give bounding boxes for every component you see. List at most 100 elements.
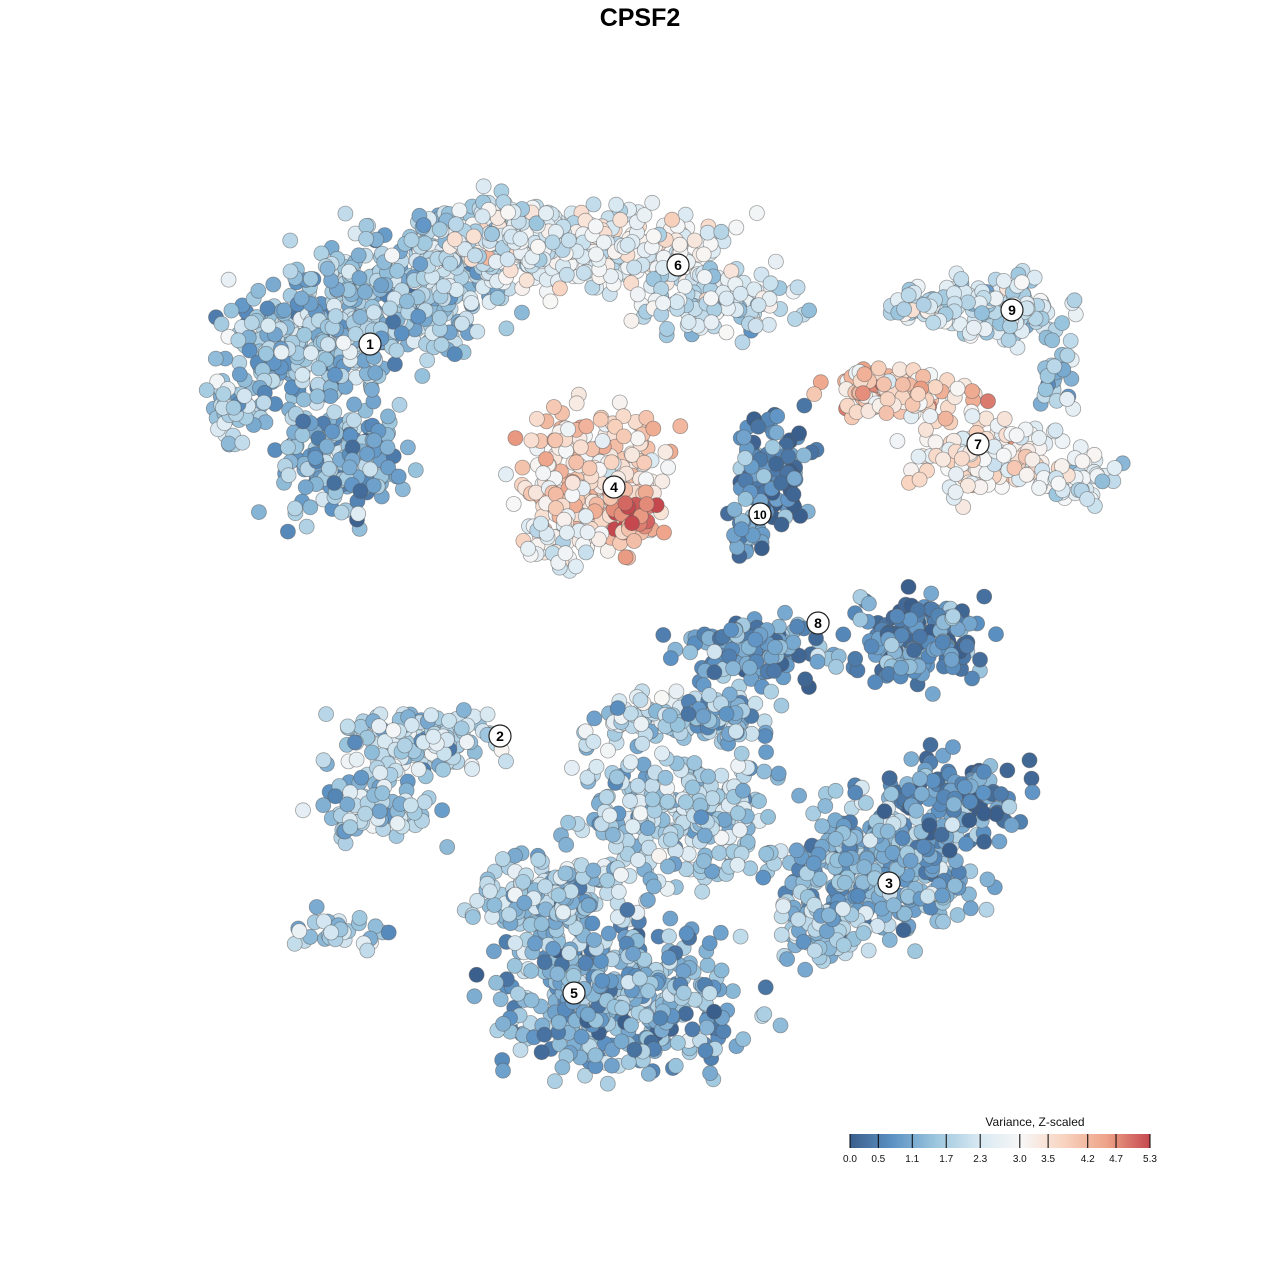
data-point (523, 992, 540, 1009)
data-point (789, 618, 806, 635)
data-point (703, 314, 720, 331)
data-point (885, 897, 902, 914)
data-point (718, 290, 735, 307)
data-point (972, 651, 988, 668)
data-point (995, 447, 1012, 464)
data-point (548, 500, 564, 517)
data-point (728, 219, 745, 236)
data-point (978, 901, 995, 918)
data-point (922, 408, 939, 425)
data-point (667, 1057, 684, 1074)
data-point (852, 611, 869, 628)
data-point (760, 809, 776, 825)
data-point (265, 276, 282, 293)
data-point (544, 234, 561, 251)
data-point (599, 872, 616, 889)
data-point (512, 230, 529, 247)
data-point (706, 643, 723, 660)
data-point (435, 761, 452, 778)
data-point (695, 708, 712, 725)
data-point (1079, 491, 1096, 508)
data-point (900, 287, 917, 304)
cluster-label-text: 4 (610, 479, 618, 495)
data-point (546, 399, 562, 415)
data-point (764, 439, 781, 456)
data-point (500, 204, 517, 221)
data-point (280, 467, 297, 484)
data-point (820, 907, 837, 924)
data-point (747, 631, 764, 648)
data-point (626, 259, 643, 276)
data-point (557, 865, 574, 882)
data-point (414, 368, 431, 384)
data-point (1003, 817, 1020, 833)
data-point (448, 216, 464, 233)
data-point (632, 805, 649, 822)
data-point (661, 707, 678, 724)
data-point (1013, 274, 1030, 291)
data-point (787, 311, 803, 327)
data-point (677, 794, 694, 810)
data-point (573, 1028, 590, 1045)
data-point (769, 408, 786, 425)
data-point (287, 500, 303, 517)
data-point (660, 858, 676, 875)
data-point (655, 627, 672, 643)
data-point (463, 295, 480, 311)
data-point (895, 922, 912, 939)
data-point (523, 432, 540, 449)
data-point (353, 769, 370, 786)
data-point (1021, 752, 1038, 769)
data-point (613, 866, 629, 883)
data-point (935, 451, 951, 468)
data-point (564, 760, 580, 776)
data-point (979, 871, 996, 888)
data-point (638, 496, 655, 513)
data-point (638, 1008, 655, 1024)
data-point (766, 663, 782, 679)
data-point (198, 382, 215, 399)
legend-colorbar (850, 1134, 1150, 1148)
data-point (464, 761, 481, 777)
data-point (662, 831, 679, 848)
legend-tick-label: 0.5 (871, 1154, 885, 1165)
data-point (876, 803, 893, 820)
data-point (454, 315, 470, 332)
data-point (609, 700, 626, 716)
data-point (713, 829, 730, 846)
data-point (558, 266, 575, 283)
data-point (630, 852, 646, 868)
legend-title: Variance, Z-scaled (985, 1115, 1085, 1129)
data-point (915, 296, 932, 313)
data-point (494, 851, 511, 867)
data-point (827, 782, 844, 799)
data-point (585, 862, 602, 879)
data-point (645, 228, 662, 245)
data-point (791, 425, 807, 442)
data-point (960, 294, 976, 311)
data-point (703, 290, 719, 307)
color-legend: 0.0 0.5 1.1 1.7 2.3 3.0 3.5 4.2 4.7 5.3 (843, 1134, 1157, 1165)
data-point (318, 706, 335, 722)
data-point (547, 432, 564, 449)
data-point (586, 710, 603, 727)
data-point (632, 692, 649, 708)
data-point (536, 954, 553, 971)
data-point (410, 761, 427, 778)
data-point (307, 449, 324, 466)
data-point (486, 897, 503, 913)
cluster-label-text: 1 (366, 336, 374, 352)
data-point (668, 294, 685, 311)
data-point (915, 838, 932, 855)
data-point (662, 910, 679, 927)
data-point (962, 900, 979, 917)
data-point (995, 272, 1012, 289)
data-point (318, 438, 335, 455)
data-point (945, 608, 961, 625)
data-point (925, 314, 942, 331)
data-point (910, 448, 927, 465)
data-point (735, 782, 751, 799)
data-point (758, 744, 774, 760)
data-point (680, 314, 697, 331)
